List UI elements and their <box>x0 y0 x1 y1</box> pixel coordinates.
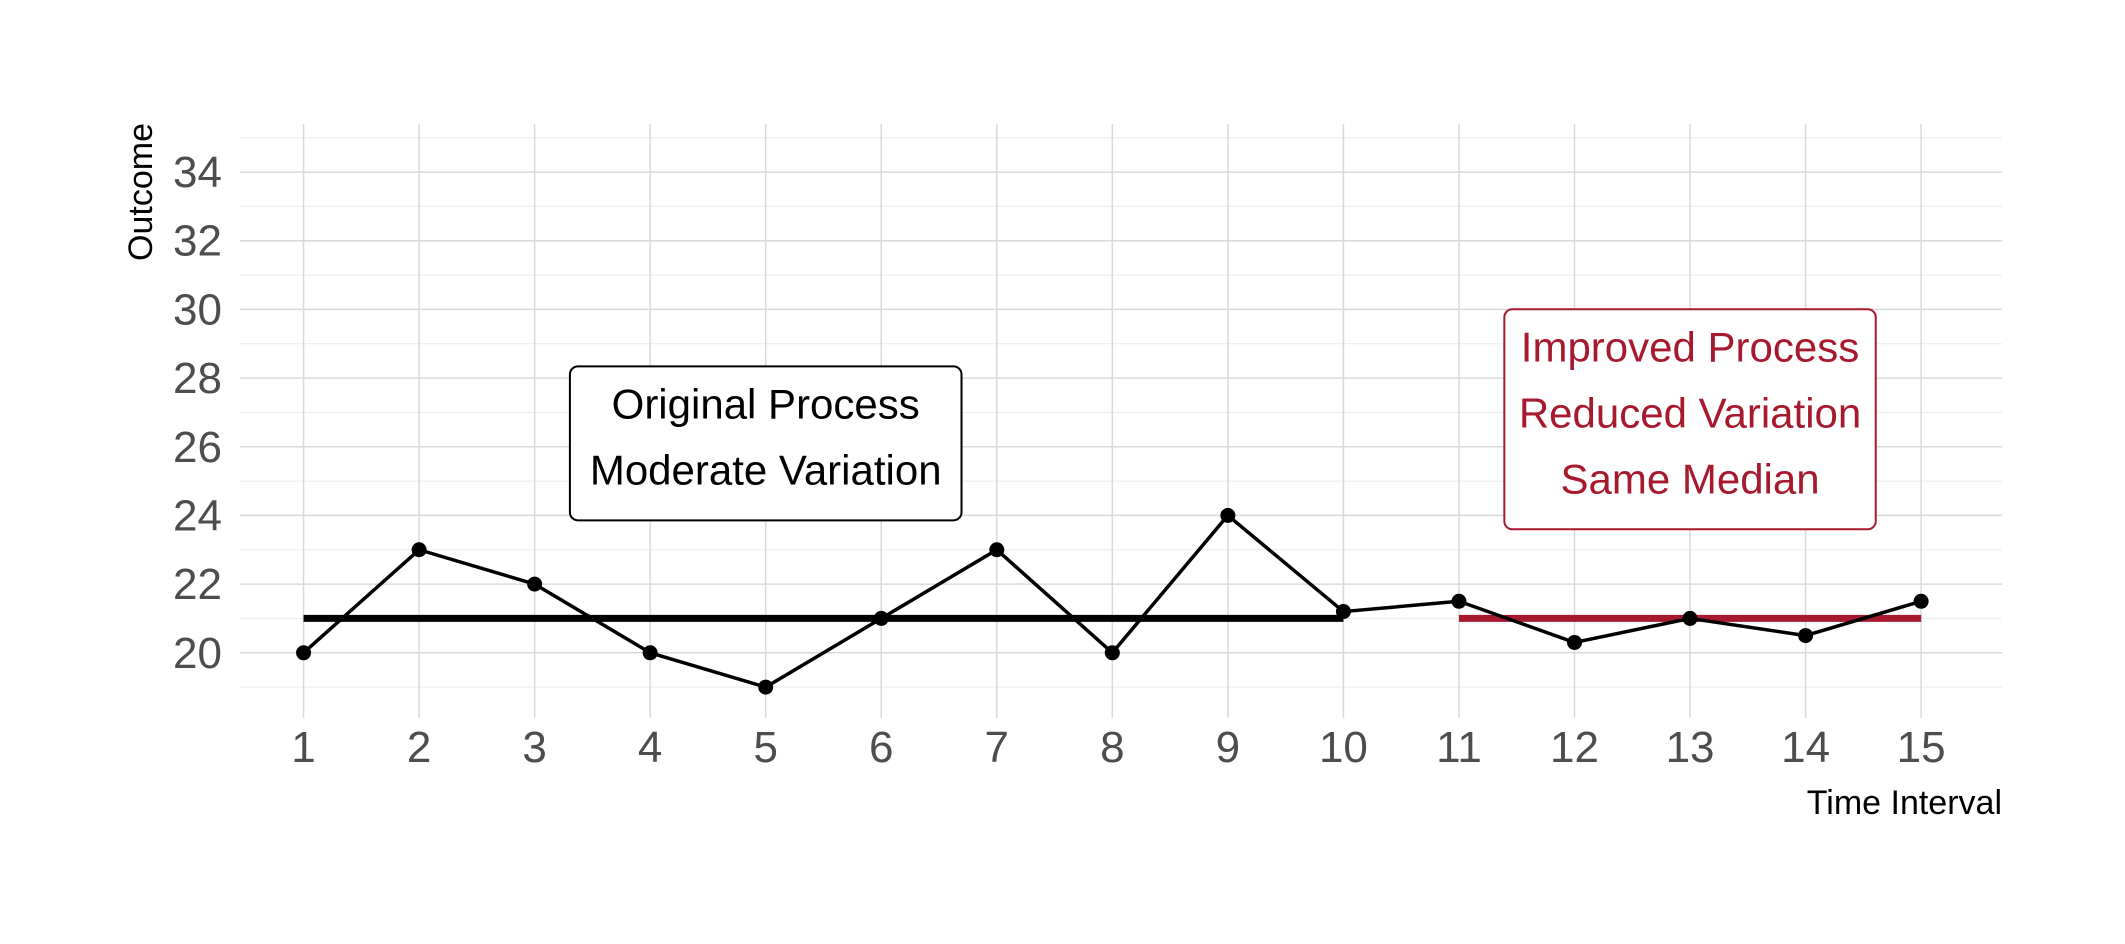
data-point <box>758 679 774 695</box>
data-point <box>989 542 1005 558</box>
data-point <box>1451 593 1467 609</box>
annotation-text: Original Process <box>612 380 920 427</box>
y-tick-label: 22 <box>173 560 222 609</box>
y-tick-label: 30 <box>173 285 222 334</box>
data-point <box>1104 645 1120 661</box>
annotation-box <box>1503 308 1877 531</box>
data-point <box>1335 604 1351 620</box>
data-point <box>873 610 889 626</box>
y-tick-label: 28 <box>173 354 222 403</box>
x-tick-label: 10 <box>1319 723 1368 772</box>
y-tick-label: 34 <box>173 148 222 197</box>
x-tick-label: 9 <box>1216 723 1240 772</box>
annotation-text: Improved Process <box>1521 323 1859 370</box>
x-tick-label: 15 <box>1897 723 1946 772</box>
y-axis-title: Outcome <box>122 123 160 261</box>
x-tick-label: 5 <box>753 723 777 772</box>
x-tick-label: 3 <box>522 723 546 772</box>
x-tick-label: 1 <box>291 723 315 772</box>
annotation-text: Reduced Variation <box>1519 389 1861 436</box>
data-point <box>1913 593 1929 609</box>
x-tick-label: 11 <box>1436 723 1482 772</box>
x-tick-label: 6 <box>869 723 893 772</box>
x-tick-label: 14 <box>1781 723 1830 772</box>
data-point <box>1220 507 1236 523</box>
x-tick-label: 12 <box>1550 723 1599 772</box>
data-point <box>527 576 543 592</box>
data-point <box>1798 628 1814 644</box>
x-axis-title: Time Interval <box>1807 784 2002 822</box>
data-point <box>296 645 312 661</box>
y-tick-label: 20 <box>173 629 222 678</box>
annotation-text: Same Median <box>1560 455 1819 502</box>
y-tick-label: 32 <box>173 217 222 266</box>
annotation-box <box>568 365 963 522</box>
data-point <box>1682 610 1698 626</box>
y-axis-tick-labels: 20 22 24 26 28 30 32 34 <box>173 148 222 678</box>
x-axis-tick-labels: 1 2 3 4 5 6 7 8 9 10 11 12 13 14 15 <box>291 723 1945 772</box>
data-point <box>1566 634 1582 650</box>
y-tick-label: 26 <box>173 423 222 472</box>
x-tick-label: 4 <box>638 723 662 772</box>
annotations: Original Process Moderate Variation Improv… <box>568 308 1877 531</box>
data-points <box>296 507 1929 695</box>
data-point <box>411 542 427 558</box>
annotation-text: Moderate Variation <box>590 446 942 493</box>
y-tick-label: 24 <box>173 491 222 540</box>
x-tick-label: 8 <box>1100 723 1124 772</box>
x-tick-label: 2 <box>407 723 431 772</box>
x-tick-label: 7 <box>985 723 1009 772</box>
x-tick-label: 13 <box>1666 723 1715 772</box>
data-point <box>642 645 658 661</box>
